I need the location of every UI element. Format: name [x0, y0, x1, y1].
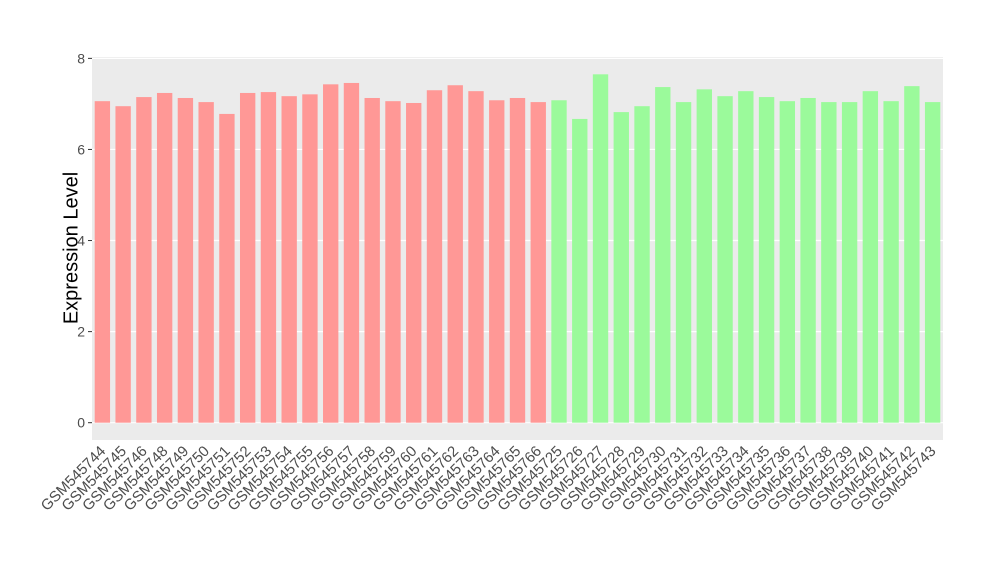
bar — [136, 97, 152, 423]
bar — [883, 101, 899, 423]
bar — [655, 87, 671, 423]
bar — [260, 92, 277, 423]
y-tick-label: 0 — [77, 415, 85, 431]
bar — [862, 91, 879, 423]
bar — [841, 102, 858, 423]
y-tick-label: 4 — [77, 233, 85, 249]
bar — [302, 94, 318, 423]
bar — [364, 97, 380, 423]
bar — [924, 102, 941, 423]
bar — [115, 106, 131, 423]
bar — [156, 92, 173, 423]
bar — [758, 97, 775, 423]
bar — [239, 92, 256, 423]
bar — [613, 112, 629, 423]
y-tick-label: 2 — [77, 324, 85, 340]
bar — [385, 101, 401, 423]
bar — [489, 100, 505, 423]
bar — [219, 113, 235, 423]
bar — [94, 101, 111, 423]
y-tick-label: 8 — [77, 50, 85, 66]
bar — [717, 96, 733, 423]
bar — [447, 85, 463, 423]
bar — [821, 102, 837, 423]
bar — [634, 106, 650, 423]
bar — [177, 97, 194, 423]
bar — [675, 102, 692, 423]
bar — [696, 89, 712, 423]
bar — [323, 84, 339, 423]
bar — [426, 90, 443, 423]
bar — [530, 102, 546, 423]
bar — [572, 118, 588, 423]
bar — [904, 86, 920, 423]
bar — [509, 97, 526, 423]
bar — [406, 102, 422, 423]
bar — [281, 96, 297, 423]
y-tick-label: 6 — [77, 141, 85, 157]
bar — [468, 91, 484, 423]
bar — [343, 82, 360, 423]
bar — [592, 74, 609, 423]
bar — [198, 102, 214, 423]
bar — [738, 91, 754, 423]
bar — [800, 97, 816, 423]
bar — [779, 101, 796, 423]
y-axis-title: Expression Level — [60, 172, 82, 324]
bar — [551, 100, 567, 423]
